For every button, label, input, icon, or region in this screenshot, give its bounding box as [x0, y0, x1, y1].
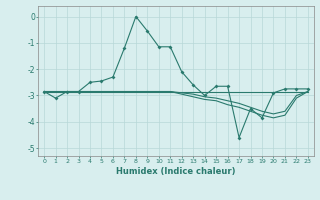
X-axis label: Humidex (Indice chaleur): Humidex (Indice chaleur): [116, 167, 236, 176]
